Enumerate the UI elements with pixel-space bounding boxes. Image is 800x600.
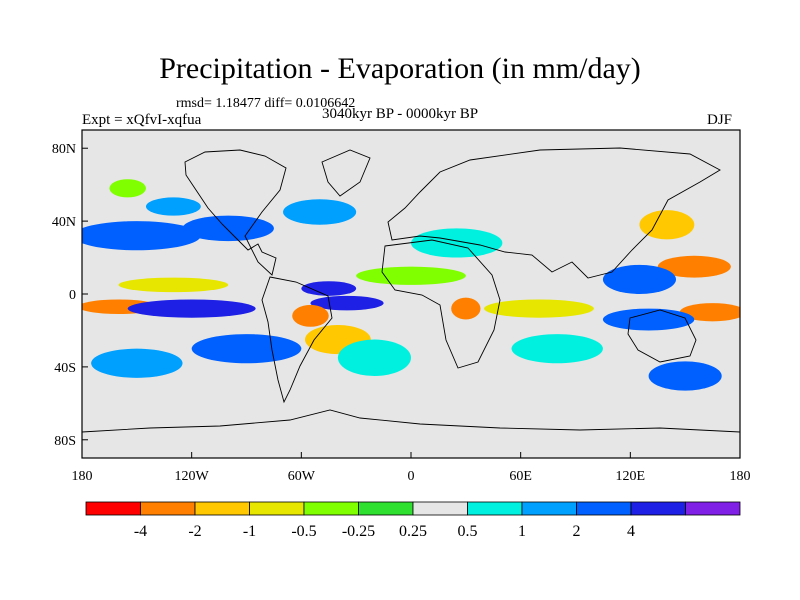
colorbar-swatch-0 [85,501,141,516]
experiment-label: Expt = xQfvI-xqfua [82,112,202,128]
field-region-21 [484,299,594,318]
y-tick-label-4: 80S [54,434,76,449]
colorbar-swatch-1 [140,501,196,516]
colorbar-label-2: -1 [243,523,256,540]
south-america-coastline [261,276,333,404]
colorbar-swatch-3 [249,501,305,516]
field-region-1 [182,215,274,242]
colorbar-label-0: -4 [134,523,147,540]
colorbar-swatch-6 [412,501,468,516]
y-tick-label-2: 0 [69,288,76,303]
x-tick-label-5: 120E [616,469,646,484]
colorbar-swatch-2 [194,501,250,516]
field-region-22 [511,334,603,364]
field-region-0 [82,221,201,251]
colorbar-swatch-4 [303,501,359,516]
period-label: 3040kyr BP - 0000kyr BP [322,106,479,122]
field-region-6 [657,255,731,278]
colorbar-label-6: 0.5 [458,523,478,540]
field-region-5 [639,210,695,240]
colorbar-label-8: 2 [573,523,581,540]
field-region-12 [118,277,229,293]
field-region-7 [602,264,677,294]
field-region-2 [283,199,357,225]
colorbar-label-3: -0.5 [291,523,316,540]
field-region-8 [679,303,740,322]
field-region-3 [145,197,201,216]
map-background [82,130,740,458]
x-tick-label-2: 60W [288,469,316,484]
field-region-17 [191,334,302,364]
field-region-11 [127,299,256,318]
field-region-13 [301,281,357,296]
chart-title: Precipitation - Evaporation (in mm/day) [159,52,641,85]
colorbar-label-5: 0.25 [399,523,427,540]
colorbar-swatch-10 [630,501,686,516]
y-tick-label-1: 40N [52,215,76,230]
colorbar-label-4: -0.25 [342,523,375,540]
y-tick-label-3: 40S [54,361,76,376]
field-layer [82,179,740,391]
colorbar-swatch-7 [467,501,523,516]
colorbar-swatch-11 [685,501,741,516]
x-tick-label-1: 120W [175,469,210,484]
field-region-9 [602,308,695,331]
colorbar-swatch-5 [358,501,414,516]
coastlines [82,147,740,433]
colorbar-label-9: 4 [627,523,635,540]
stats-text: rmsd= 1.18477 diff= 0.0106642 [176,96,356,111]
field-region-19 [337,339,412,376]
x-axis: 180 120W 60W 0 60E 120E 180 [72,452,751,484]
australia-coastline [627,309,697,363]
field-region-25 [648,361,722,391]
north-america-coastline [184,149,287,276]
colorbar-swatch-9 [576,501,632,516]
x-tick-label-3: 0 [408,469,415,484]
y-axis: 80N 40N 0 40S 80S [52,142,88,449]
eurasia-coastline [387,147,721,279]
colorbar-swatch-8 [521,501,577,516]
x-tick-label-6: 180 [730,469,751,484]
field-region-4 [109,179,146,198]
colorbar-label-7: 1 [518,523,526,540]
x-tick-label-4: 60E [509,469,532,484]
x-tick-label-0: 180 [72,469,93,484]
antarctica-coastline [82,409,740,433]
colorbar: -4 -2 -1 -0.5 -0.25 0.25 0.5 1 2 4 [85,501,741,540]
field-region-20 [451,297,481,320]
field-region-15 [292,304,329,327]
field-region-23 [356,266,466,285]
field-region-18 [91,348,183,378]
colorbar-label-1: -2 [188,523,201,540]
africa-coastline [381,239,501,369]
greenland-coastline [321,149,371,197]
field-region-24 [411,228,503,258]
y-tick-label-0: 80N [52,142,76,157]
season-label: DJF [707,112,733,128]
